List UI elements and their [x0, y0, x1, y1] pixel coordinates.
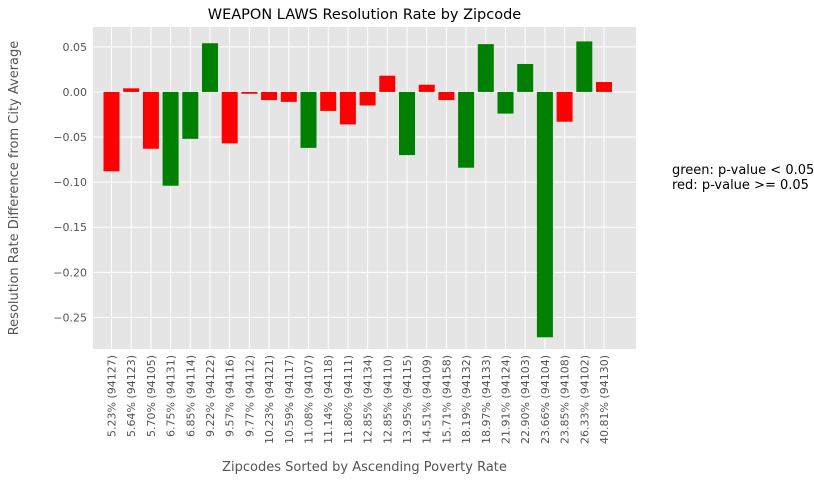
y-tick-labels: 0.05 0.00 −0.05 −0.10 −0.15 −0.20 −0.25 — [53, 41, 87, 325]
bar — [320, 91, 337, 111]
x-tick-label: 10.23% (94121) — [263, 355, 276, 444]
x-tick-label: 14.51% (94109) — [421, 355, 434, 444]
x-tick-label: 12.85% (94110) — [381, 355, 394, 444]
bar — [556, 91, 573, 122]
x-tick-label: 11.14% (94118) — [322, 355, 335, 444]
bar — [261, 91, 278, 101]
bar — [103, 91, 120, 172]
x-tick-label: 5.23% (94127) — [106, 355, 119, 437]
x-tick-label: 22.90% (94103) — [519, 355, 532, 444]
bar — [379, 75, 396, 92]
bar — [536, 91, 553, 338]
x-tick-label: 11.80% (94111) — [342, 355, 355, 444]
bar — [477, 44, 494, 92]
x-tick-label: 11.08% (94107) — [303, 355, 316, 444]
x-tick-label: 40.81% (94130) — [598, 355, 611, 444]
bar — [418, 84, 435, 92]
bar — [497, 91, 514, 114]
bar — [458, 91, 475, 168]
y-tick-label: −0.05 — [53, 131, 87, 144]
bar — [221, 91, 238, 144]
x-axis-title: Zipcodes Sorted by Ascending Poverty Rat… — [222, 460, 507, 475]
x-tick-label: 23.85% (94108) — [559, 355, 572, 444]
x-tick-label: 23.66% (94104) — [539, 355, 552, 444]
bars — [103, 41, 612, 338]
y-tick-label: 0.05 — [63, 41, 88, 54]
significance-note-red: red: p-value >= 0.05 — [672, 178, 809, 193]
bar — [123, 88, 140, 92]
x-tick-label: 13.95% (94115) — [401, 355, 414, 444]
bar — [339, 91, 356, 125]
bar — [202, 43, 218, 92]
x-tick-label: 9.22% (94122) — [204, 355, 217, 437]
x-tick-label: 26.33% (94102) — [578, 355, 591, 444]
x-tick-label: 18.19% (94132) — [460, 355, 473, 444]
bar — [596, 82, 612, 92]
y-tick-label: 0.00 — [63, 86, 88, 99]
y-tick-label: −0.10 — [53, 176, 87, 189]
x-tick-label: 5.70% (94105) — [145, 355, 158, 437]
bar — [241, 91, 258, 94]
bar — [142, 91, 159, 149]
x-tick-label: 6.75% (94131) — [165, 355, 178, 437]
bar — [300, 91, 317, 148]
y-tick-label: −0.15 — [53, 221, 87, 234]
bar — [399, 91, 415, 156]
x-tick-label: 9.57% (94116) — [224, 355, 237, 437]
x-tick-label: 18.97% (94133) — [480, 355, 493, 444]
x-tick-label: 12.85% (94134) — [362, 355, 375, 444]
chart-title: WEAPON LAWS Resolution Rate by Zipcode — [208, 7, 522, 23]
x-tick-label: 9.77% (94112) — [243, 355, 256, 437]
x-tick-label: 5.64% (94123) — [125, 355, 138, 437]
y-tick-label: −0.20 — [53, 266, 87, 279]
bar — [280, 91, 297, 102]
plot-background — [93, 27, 636, 349]
y-axis-title: Resolution Rate Difference from City Ave… — [7, 41, 22, 336]
x-tick-label: 10.59% (94117) — [283, 355, 296, 444]
bar — [576, 41, 593, 92]
x-tick-label: 15.71% (94158) — [440, 355, 453, 444]
bar — [182, 91, 199, 139]
x-tick-label: 21.91% (94124) — [500, 355, 513, 444]
significance-note-green: green: p-value < 0.05 — [672, 163, 814, 178]
bar — [438, 91, 455, 101]
y-tick-label: −0.25 — [53, 311, 87, 324]
x-tick-labels: 5.23% (94127) 5.64% (94123) 5.70% (94105) 6… — [106, 355, 612, 444]
bar — [162, 91, 179, 186]
bar — [359, 91, 376, 106]
x-tick-label: 6.85% (94114) — [184, 355, 197, 437]
grid-lines — [93, 27, 636, 349]
bar — [517, 63, 534, 92]
